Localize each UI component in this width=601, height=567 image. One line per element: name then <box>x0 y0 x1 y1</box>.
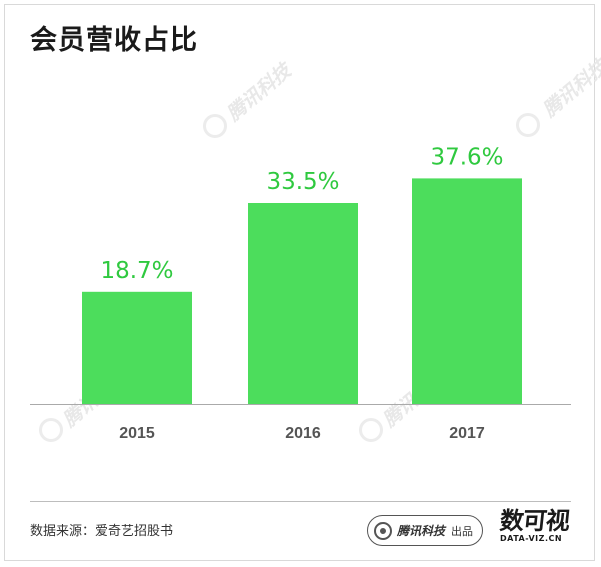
watermark-logo-icon <box>39 418 63 442</box>
bar-2015 <box>82 291 192 404</box>
watermark-logo-icon <box>516 113 540 137</box>
brand-name: 腾讯科技 <box>397 524 446 538</box>
watermark-logo-icon <box>359 418 383 442</box>
x-tick-label-2015: 2015 <box>119 425 155 442</box>
dataviz-logo-chars: 数可视 <box>498 507 571 535</box>
dataviz-logo: 数可视 DATA-VIZ.CN <box>498 507 576 550</box>
value-label-2015: 18.7% <box>100 258 173 284</box>
brand-suffix: 出品 <box>451 524 474 538</box>
bar-2016 <box>248 203 358 404</box>
footer-divider <box>30 501 571 502</box>
x-tick-label-2016: 2016 <box>285 425 321 442</box>
dataviz-url: DATA-VIZ.CN <box>500 534 563 543</box>
watermark-logo-icon <box>203 114 227 138</box>
x-tick-label-2017: 2017 <box>449 425 485 442</box>
value-label-2017: 37.6% <box>430 144 503 170</box>
tencent-tech-logo-icon <box>374 521 392 540</box>
bar-chart: 18.7% 2015 33.5% 2016 37.6% 2017 <box>30 144 571 442</box>
source-note: 数据来源：爱奇艺招股书 <box>30 524 174 539</box>
brand-badge: 腾讯科技 出品 <box>367 515 483 546</box>
bar-2017 <box>412 178 522 404</box>
value-label-2016: 33.5% <box>266 169 339 195</box>
chart-title: 会员营收占比 <box>30 25 198 56</box>
